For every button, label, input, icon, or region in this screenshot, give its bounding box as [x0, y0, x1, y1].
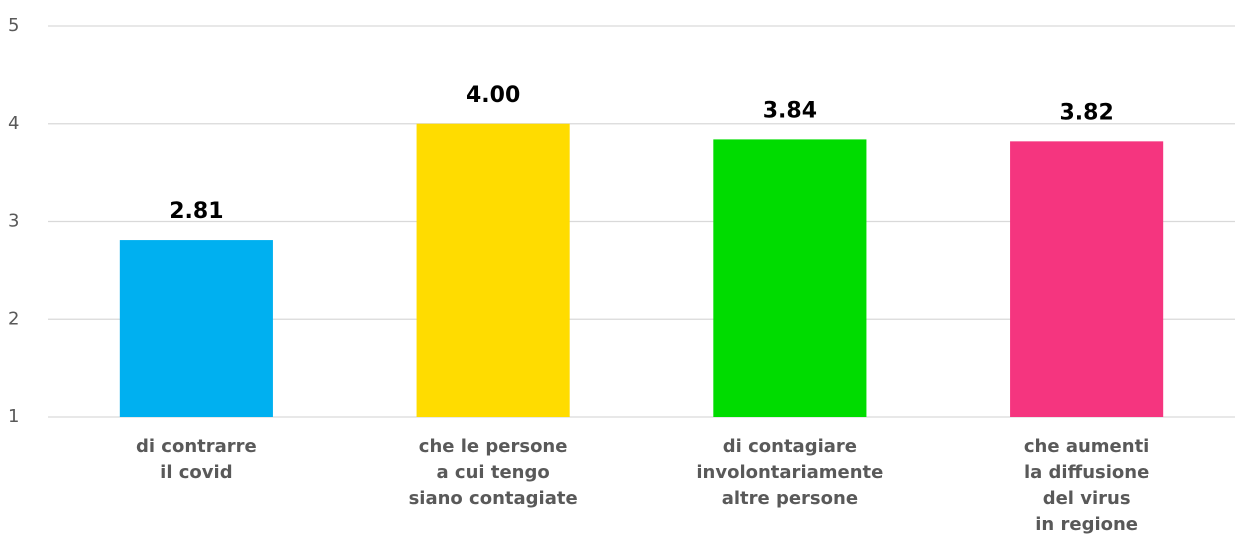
- x-tick-label: di contrarre il covid: [136, 436, 257, 483]
- y-tick-label: 2: [8, 308, 19, 329]
- y-tick-label: 4: [8, 113, 19, 134]
- value-label: 3.84: [763, 98, 817, 123]
- x-tick-label-line: la diffusione: [1024, 462, 1149, 483]
- x-tick-label: che le persone a cui tengo siano contagiat…: [409, 436, 578, 509]
- x-tick-label-line: che le persone: [419, 436, 568, 457]
- x-tick-label-line: in regione: [1035, 514, 1138, 535]
- value-label: 3.82: [1059, 100, 1113, 125]
- x-tick-label-line: a cui tengo: [437, 462, 550, 483]
- x-tick-label-line: di contagiare: [723, 436, 857, 457]
- y-tick-label: 1: [8, 406, 19, 427]
- x-tick-label-line: che aumenti: [1024, 436, 1149, 457]
- value-label: 2.81: [169, 199, 223, 224]
- x-tick-label: che aumenti la diffusione del virus in regi…: [1024, 436, 1149, 535]
- x-tick-label-line: di contrarre: [136, 436, 257, 457]
- x-tick-label-line: del virus: [1043, 488, 1131, 509]
- x-tick-label-line: siano contagiate: [409, 488, 578, 509]
- bar: [416, 123, 570, 417]
- x-tick-label: di contagiare involontariamente altre pers…: [696, 436, 883, 509]
- value-label: 4.00: [466, 83, 520, 108]
- bar: [713, 139, 867, 417]
- y-tick-label: 5: [8, 15, 19, 36]
- x-tick-label-line: il covid: [160, 462, 232, 483]
- x-tick-label-line: involontariamente: [696, 462, 883, 483]
- bar: [1010, 141, 1164, 417]
- bar: [119, 240, 273, 417]
- y-tick-label: 3: [8, 211, 19, 232]
- x-tick-label-line: altre persone: [722, 488, 858, 509]
